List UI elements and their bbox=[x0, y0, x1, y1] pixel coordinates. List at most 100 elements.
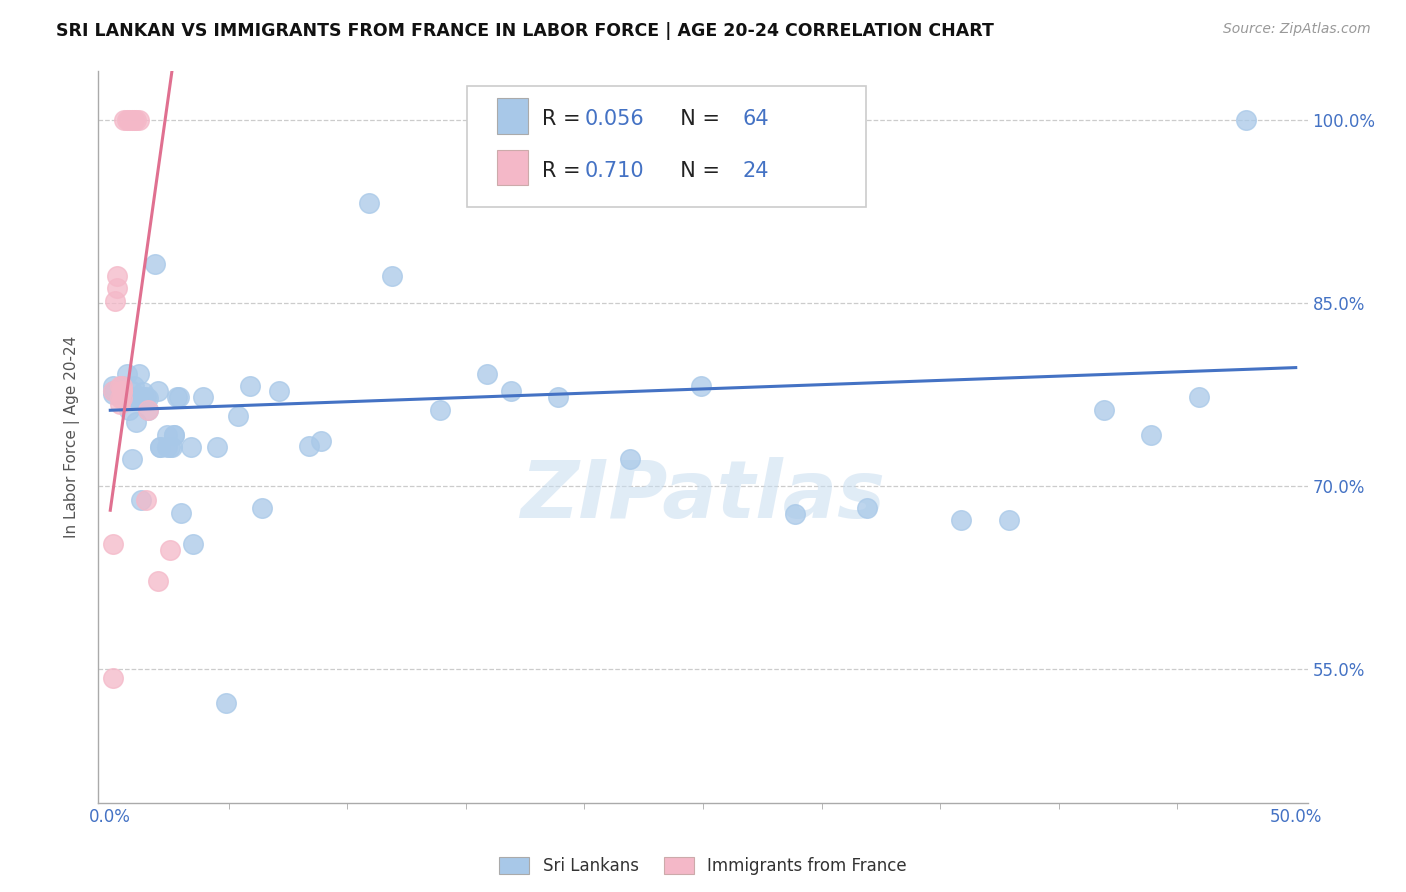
Point bbox=[122, 113, 145, 128]
Point bbox=[108, 391, 131, 405]
Point bbox=[118, 113, 141, 128]
Point bbox=[181, 537, 204, 551]
Point bbox=[855, 500, 877, 515]
Point bbox=[180, 440, 202, 454]
Point bbox=[163, 427, 186, 442]
Point bbox=[101, 379, 124, 393]
Point bbox=[163, 427, 186, 442]
Point bbox=[125, 416, 148, 430]
Point bbox=[1140, 427, 1163, 442]
Legend: Sri Lankans, Immigrants from France: Sri Lankans, Immigrants from France bbox=[499, 856, 907, 875]
Point bbox=[111, 384, 134, 398]
Point bbox=[108, 387, 131, 401]
Text: N =: N = bbox=[666, 161, 727, 180]
Point bbox=[1187, 390, 1209, 404]
Point bbox=[267, 384, 290, 398]
Point bbox=[205, 440, 228, 454]
Bar bbox=[498, 150, 527, 185]
Point bbox=[114, 387, 136, 401]
Point bbox=[381, 269, 404, 284]
Point bbox=[149, 440, 172, 454]
Text: N =: N = bbox=[666, 110, 727, 129]
Point bbox=[166, 390, 188, 404]
Point bbox=[311, 434, 333, 448]
Point bbox=[111, 384, 134, 398]
Point bbox=[128, 113, 150, 128]
Point bbox=[143, 257, 166, 271]
Point bbox=[108, 384, 131, 398]
Point bbox=[132, 390, 155, 404]
Point bbox=[136, 403, 159, 417]
Point bbox=[250, 500, 273, 515]
Point bbox=[101, 537, 124, 551]
Point bbox=[105, 281, 128, 295]
Point bbox=[429, 403, 451, 417]
Point bbox=[499, 384, 522, 398]
Text: 64: 64 bbox=[742, 110, 769, 129]
Point bbox=[104, 293, 127, 308]
Point bbox=[146, 574, 169, 588]
Point bbox=[101, 384, 124, 398]
Point bbox=[226, 409, 249, 424]
Point bbox=[159, 440, 181, 454]
Text: R =: R = bbox=[543, 110, 595, 129]
Point bbox=[136, 403, 159, 417]
Point bbox=[149, 440, 172, 454]
Point bbox=[239, 379, 262, 393]
Point bbox=[105, 269, 128, 284]
Point bbox=[111, 379, 134, 393]
Point bbox=[111, 391, 134, 405]
Point bbox=[118, 403, 141, 417]
Point bbox=[108, 387, 131, 401]
Point bbox=[191, 390, 214, 404]
Point bbox=[170, 506, 193, 520]
Point bbox=[125, 391, 148, 405]
Text: SRI LANKAN VS IMMIGRANTS FROM FRANCE IN LABOR FORCE | AGE 20-24 CORRELATION CHAR: SRI LANKAN VS IMMIGRANTS FROM FRANCE IN … bbox=[56, 22, 994, 40]
Point bbox=[111, 379, 134, 393]
Point bbox=[132, 384, 155, 399]
Text: 24: 24 bbox=[742, 161, 769, 180]
FancyBboxPatch shape bbox=[467, 86, 866, 207]
Point bbox=[167, 390, 190, 404]
Point bbox=[121, 384, 143, 398]
Point bbox=[950, 513, 973, 527]
Point bbox=[115, 113, 138, 128]
Point bbox=[122, 379, 145, 393]
Point bbox=[146, 384, 169, 398]
Point bbox=[357, 196, 380, 211]
Point bbox=[101, 672, 124, 686]
Point bbox=[477, 367, 499, 381]
Point bbox=[1234, 113, 1257, 128]
Point bbox=[128, 367, 150, 381]
Point bbox=[125, 113, 148, 128]
Point bbox=[689, 379, 711, 393]
Point bbox=[122, 390, 145, 404]
Point bbox=[111, 384, 134, 398]
Point bbox=[998, 513, 1021, 527]
Point bbox=[136, 391, 159, 405]
Point bbox=[135, 390, 157, 404]
Point bbox=[1092, 403, 1115, 417]
Text: 0.710: 0.710 bbox=[585, 161, 644, 180]
Point bbox=[101, 384, 124, 398]
Point bbox=[156, 440, 179, 454]
Bar bbox=[498, 98, 527, 134]
Point bbox=[121, 452, 143, 467]
Point bbox=[156, 427, 179, 442]
Y-axis label: In Labor Force | Age 20-24: In Labor Force | Age 20-24 bbox=[63, 336, 80, 538]
Point bbox=[108, 379, 131, 393]
Point bbox=[160, 440, 183, 454]
Point bbox=[159, 543, 181, 558]
Point bbox=[121, 113, 143, 128]
Text: ZIPatlas: ZIPatlas bbox=[520, 457, 886, 534]
Text: Source: ZipAtlas.com: Source: ZipAtlas.com bbox=[1223, 22, 1371, 37]
Point bbox=[215, 696, 238, 710]
Point bbox=[101, 387, 124, 401]
Point bbox=[108, 397, 131, 411]
Text: 0.056: 0.056 bbox=[585, 110, 644, 129]
Point bbox=[135, 493, 157, 508]
Point bbox=[129, 493, 152, 508]
Point bbox=[115, 367, 138, 381]
Text: R =: R = bbox=[543, 161, 595, 180]
Point bbox=[785, 507, 807, 521]
